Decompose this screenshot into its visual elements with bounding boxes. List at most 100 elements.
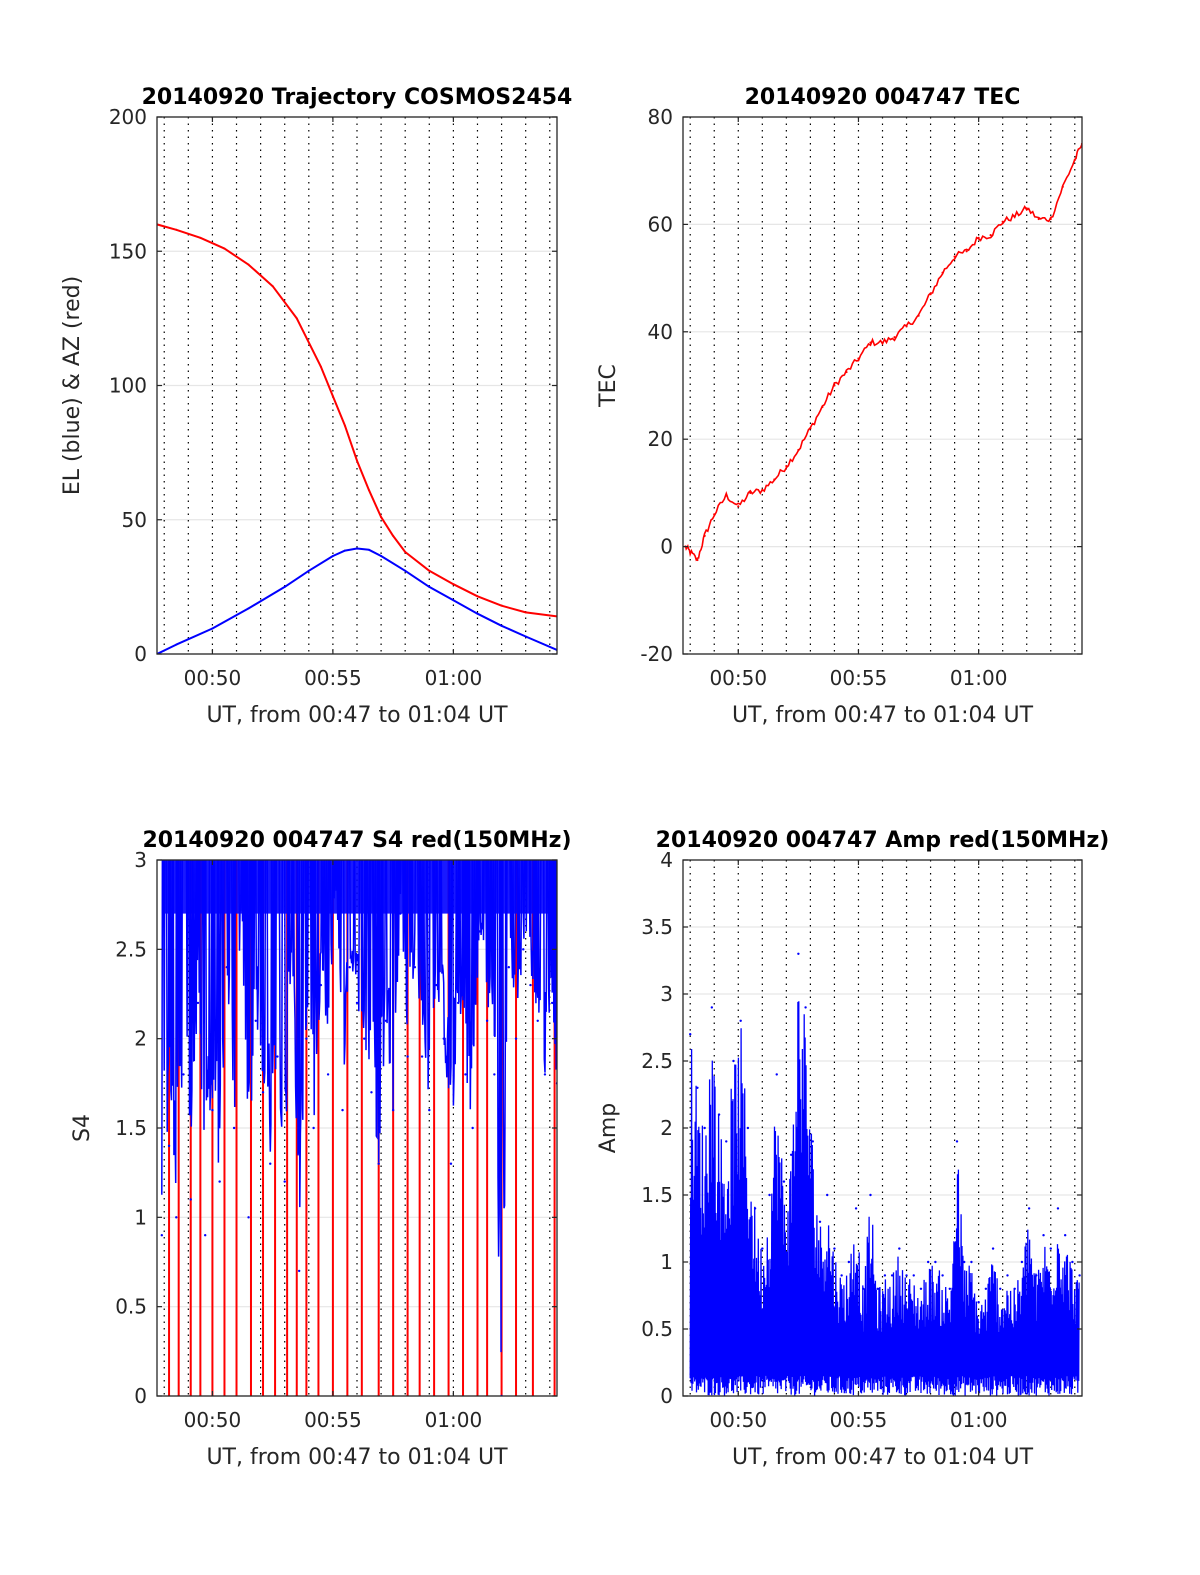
plot-area [683, 117, 1082, 654]
data-point [713, 513, 716, 516]
data-point [420, 1055, 424, 1058]
data-point [991, 1247, 995, 1250]
data-point [452, 599, 455, 602]
data-point [514, 1037, 518, 1040]
x-axis-label: UT, from 00:47 to 01:04 UT [206, 1445, 508, 1470]
y-tick-label: 2.5 [115, 937, 147, 961]
data-point [1006, 1274, 1009, 1277]
data-point [247, 263, 250, 266]
data-point [428, 569, 431, 572]
data-point [977, 236, 980, 239]
x-tick-label: 01:00 [950, 666, 1008, 690]
data-point [196, 1001, 200, 1005]
y-tick-label: 1.5 [641, 1183, 673, 1207]
data-point [232, 1126, 236, 1130]
data-point [970, 1260, 973, 1264]
x-tick-label: 00:50 [184, 1408, 242, 1432]
data-point [471, 1126, 474, 1130]
data-point [732, 1059, 735, 1063]
data-point [876, 1287, 879, 1291]
data-point [175, 1216, 178, 1219]
data-point [370, 1091, 373, 1094]
data-point [826, 1193, 829, 1197]
data-point [368, 489, 371, 492]
x-axis-label: UT, from 00:47 to 01:04 UT [732, 703, 1034, 728]
x-tick-label: 00:50 [709, 666, 767, 690]
data-point [452, 583, 455, 586]
data-point [1049, 217, 1052, 221]
data-point [368, 548, 371, 551]
data-point [1061, 185, 1064, 188]
y-tick-label: 0.5 [115, 1295, 147, 1319]
data-point [404, 550, 407, 553]
data-point [1035, 1274, 1038, 1277]
y-tick-label: 20 [648, 427, 673, 451]
data-point [818, 1220, 822, 1224]
data-point [356, 547, 358, 550]
data-point [984, 1287, 988, 1291]
data-point [442, 1037, 445, 1040]
series-line [689, 1001, 1080, 1396]
x-tick-label: 00:50 [184, 666, 242, 690]
y-axis-label: TEC [596, 364, 621, 408]
data-point [789, 1153, 793, 1157]
y-axis-label: Amp [596, 1103, 621, 1153]
data-point [276, 1055, 279, 1058]
data-layer [684, 142, 1082, 562]
data-point [319, 983, 323, 987]
y-tick-label: 0 [660, 535, 673, 559]
data-point [334, 876, 337, 880]
y-tick-label: 40 [648, 320, 673, 344]
y-axis-label: EL (blue) & AZ (red) [60, 276, 85, 495]
x-tick-label: 01:00 [950, 1408, 1008, 1432]
data-point [223, 247, 226, 250]
data-point [845, 370, 848, 374]
data-point [999, 1287, 1002, 1291]
data-point [775, 1073, 778, 1076]
y-tick-label: 4 [660, 848, 673, 872]
chart-3: 0 0.5 1 1.5 2 2.5 3 00:50 00:55 01:00 20140920 004… [70, 828, 572, 1470]
data-point [883, 1274, 887, 1277]
data-point [929, 293, 932, 296]
data-point [905, 325, 908, 328]
data-point [689, 550, 692, 554]
y-tick-label: 0.5 [641, 1317, 673, 1341]
data-point [782, 1180, 786, 1183]
data-point [307, 569, 310, 572]
data-point [295, 317, 298, 320]
x-tick-label: 00:55 [830, 1408, 888, 1432]
data-point [753, 1207, 757, 1210]
data-point [413, 966, 417, 969]
data-point [384, 1019, 388, 1022]
y-tick-label: 0 [134, 1384, 147, 1408]
data-point [254, 1019, 257, 1022]
data-point [261, 1091, 265, 1094]
x-tick-label: 00:55 [304, 1408, 362, 1432]
data-point [1013, 1287, 1016, 1291]
data-point [1078, 1274, 1081, 1277]
data-point [297, 1269, 301, 1273]
data-point [319, 365, 322, 368]
data-point [247, 607, 250, 610]
data-point [833, 384, 836, 387]
data-layer [689, 952, 1081, 1396]
data-point [919, 1287, 923, 1291]
data-point [331, 395, 334, 398]
data-point [881, 341, 884, 344]
data-point [203, 1234, 207, 1237]
data-point [963, 1260, 966, 1264]
data-point [761, 1247, 764, 1250]
data-point [739, 1019, 742, 1022]
data-point [1073, 158, 1076, 162]
data-point [1063, 1234, 1067, 1237]
data-point [977, 1301, 980, 1304]
data-point [840, 1274, 843, 1277]
data-point [493, 1073, 496, 1076]
data-point [529, 983, 532, 987]
data-point [917, 314, 920, 317]
data-point [737, 505, 740, 508]
data-point [507, 966, 511, 969]
data-point [926, 1260, 930, 1264]
data-point [689, 1033, 692, 1036]
